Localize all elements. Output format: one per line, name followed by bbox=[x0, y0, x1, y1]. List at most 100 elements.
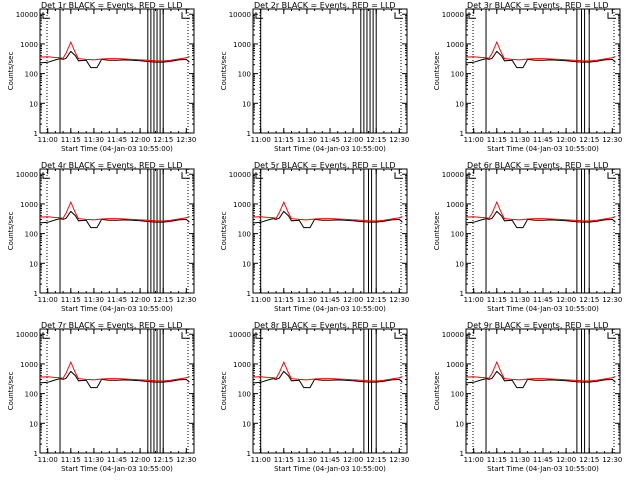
events-series-line bbox=[252, 210, 403, 229]
x-tick-label: 11:00 bbox=[38, 296, 58, 304]
rate-marker bbox=[468, 332, 476, 339]
x-tick-label: 11:45 bbox=[107, 296, 127, 304]
y-axis-label: Counts/sec bbox=[7, 372, 15, 411]
x-tick-label: 12:30 bbox=[389, 136, 409, 144]
rate-marker bbox=[468, 12, 476, 19]
rate-marker bbox=[42, 332, 50, 339]
lld-series-line bbox=[39, 200, 190, 222]
y-tick-label: 1 bbox=[34, 130, 38, 138]
x-tick-label: 11:15 bbox=[61, 136, 81, 144]
y-axis-label: Counts/sec bbox=[7, 52, 15, 91]
x-tick-label: 12:15 bbox=[579, 456, 599, 464]
x-tick-label: 12:15 bbox=[366, 296, 386, 304]
x-tick-label: 11:30 bbox=[510, 456, 530, 464]
y-tick-label: 10 bbox=[242, 420, 251, 428]
y-tick-label: 10 bbox=[29, 100, 38, 108]
y-tick-label: 1000 bbox=[20, 41, 38, 49]
lld-series-line bbox=[252, 200, 403, 222]
y-tick-label: 10 bbox=[242, 100, 251, 108]
y-tick-label: 100 bbox=[451, 391, 464, 399]
y-tick-label: 100 bbox=[25, 391, 38, 399]
detector-panel: Det 9r BLACK = Events, RED = LLD 1 10 100 10… bbox=[433, 321, 622, 473]
x-tick-label: 11:45 bbox=[107, 456, 127, 464]
y-tick-label: 100 bbox=[451, 231, 464, 239]
lld-series-line bbox=[465, 200, 616, 222]
x-tick-label: 12:30 bbox=[602, 136, 622, 144]
rate-marker bbox=[42, 12, 50, 19]
x-tick-label: 11:30 bbox=[84, 296, 104, 304]
x-tick-label: 11:15 bbox=[274, 136, 294, 144]
detector-panel: Det 5r BLACK = Events, RED = LLD 1 10 100 10… bbox=[220, 161, 409, 313]
x-tick-label: 11:30 bbox=[297, 296, 317, 304]
x-tick-label: 12:30 bbox=[176, 456, 196, 464]
x-tick-label: 12:00 bbox=[556, 296, 576, 304]
x-tick-label: 12:30 bbox=[389, 296, 409, 304]
y-tick-label: 1 bbox=[460, 130, 464, 138]
detector-panel: Det 8r BLACK = Events, RED = LLD 1 10 100 10… bbox=[220, 321, 409, 473]
y-tick-label: 10 bbox=[455, 100, 464, 108]
plot-frame bbox=[252, 328, 408, 454]
events-series-line bbox=[39, 370, 190, 389]
y-tick-label: 10000 bbox=[16, 171, 38, 179]
rate-marker bbox=[607, 12, 616, 19]
x-tick-label: 11:00 bbox=[251, 136, 271, 144]
panel-title: Det 7r BLACK = Events, RED = LLD bbox=[41, 321, 183, 330]
events-series-line bbox=[465, 370, 616, 389]
x-tick-label: 12:00 bbox=[343, 136, 363, 144]
x-tick-label: 11:00 bbox=[464, 296, 484, 304]
x-tick-label: 12:15 bbox=[153, 456, 173, 464]
y-axis-label: Counts/sec bbox=[7, 212, 15, 251]
y-tick-label: 100 bbox=[25, 71, 38, 79]
panel-title: Det 1r BLACK = Events, RED = LLD bbox=[41, 1, 183, 10]
x-axis-label: Start Time (04-Jan-03 10:55:00) bbox=[274, 305, 386, 313]
y-tick-label: 100 bbox=[451, 71, 464, 79]
x-tick-label: 11:00 bbox=[251, 296, 271, 304]
y-tick-label: 10 bbox=[455, 260, 464, 268]
plot-frame bbox=[39, 328, 195, 454]
lld-series-line bbox=[465, 360, 616, 382]
detector-panel: Det 6r BLACK = Events, RED = LLD 1 10 100 10… bbox=[433, 161, 622, 313]
x-axis-label: Start Time (04-Jan-03 10:55:00) bbox=[487, 145, 599, 153]
x-tick-label: 11:45 bbox=[107, 136, 127, 144]
y-axis-label: Counts/sec bbox=[220, 52, 228, 91]
y-tick-label: 1000 bbox=[233, 41, 251, 49]
panel-title: Det 8r BLACK = Events, RED = LLD bbox=[254, 321, 396, 330]
y-axis-label: Counts/sec bbox=[433, 372, 441, 411]
x-tick-label: 11:15 bbox=[487, 456, 507, 464]
x-tick-label: 11:30 bbox=[510, 296, 530, 304]
detector-panel: Det 2r BLACK = Events, RED = LLD 1 10 100 10… bbox=[220, 1, 409, 153]
rate-marker bbox=[394, 12, 403, 19]
y-tick-label: 10000 bbox=[442, 331, 464, 339]
rate-marker bbox=[42, 172, 50, 179]
x-tick-label: 12:15 bbox=[366, 136, 386, 144]
x-tick-label: 11:30 bbox=[510, 136, 530, 144]
y-tick-label: 1000 bbox=[446, 361, 464, 369]
x-tick-label: 12:15 bbox=[366, 456, 386, 464]
events-series-line bbox=[39, 210, 190, 229]
plot-frame bbox=[39, 168, 195, 294]
lld-series-line bbox=[39, 360, 190, 382]
x-tick-label: 12:00 bbox=[343, 296, 363, 304]
y-axis-label: Counts/sec bbox=[433, 52, 441, 91]
x-tick-label: 12:00 bbox=[130, 136, 150, 144]
x-axis-label: Start Time (04-Jan-03 10:55:00) bbox=[274, 145, 386, 153]
x-tick-label: 11:00 bbox=[464, 136, 484, 144]
x-tick-label: 12:00 bbox=[343, 456, 363, 464]
x-tick-label: 11:00 bbox=[38, 456, 58, 464]
x-tick-label: 11:00 bbox=[464, 456, 484, 464]
panel-title: Det 6r BLACK = Events, RED = LLD bbox=[467, 161, 609, 170]
x-tick-label: 11:15 bbox=[487, 136, 507, 144]
plot-frame bbox=[465, 168, 621, 294]
x-tick-label: 12:00 bbox=[556, 456, 576, 464]
x-tick-label: 11:30 bbox=[84, 456, 104, 464]
y-tick-label: 10 bbox=[29, 260, 38, 268]
plot-frame bbox=[252, 168, 408, 294]
y-tick-label: 1 bbox=[34, 450, 38, 458]
rate-marker bbox=[394, 172, 403, 179]
x-tick-label: 12:30 bbox=[176, 296, 196, 304]
y-tick-label: 1000 bbox=[446, 41, 464, 49]
x-axis-label: Start Time (04-Jan-03 10:55:00) bbox=[487, 465, 599, 473]
y-tick-label: 100 bbox=[238, 391, 251, 399]
panel-title: Det 4r BLACK = Events, RED = LLD bbox=[41, 161, 183, 170]
x-tick-label: 12:30 bbox=[602, 296, 622, 304]
